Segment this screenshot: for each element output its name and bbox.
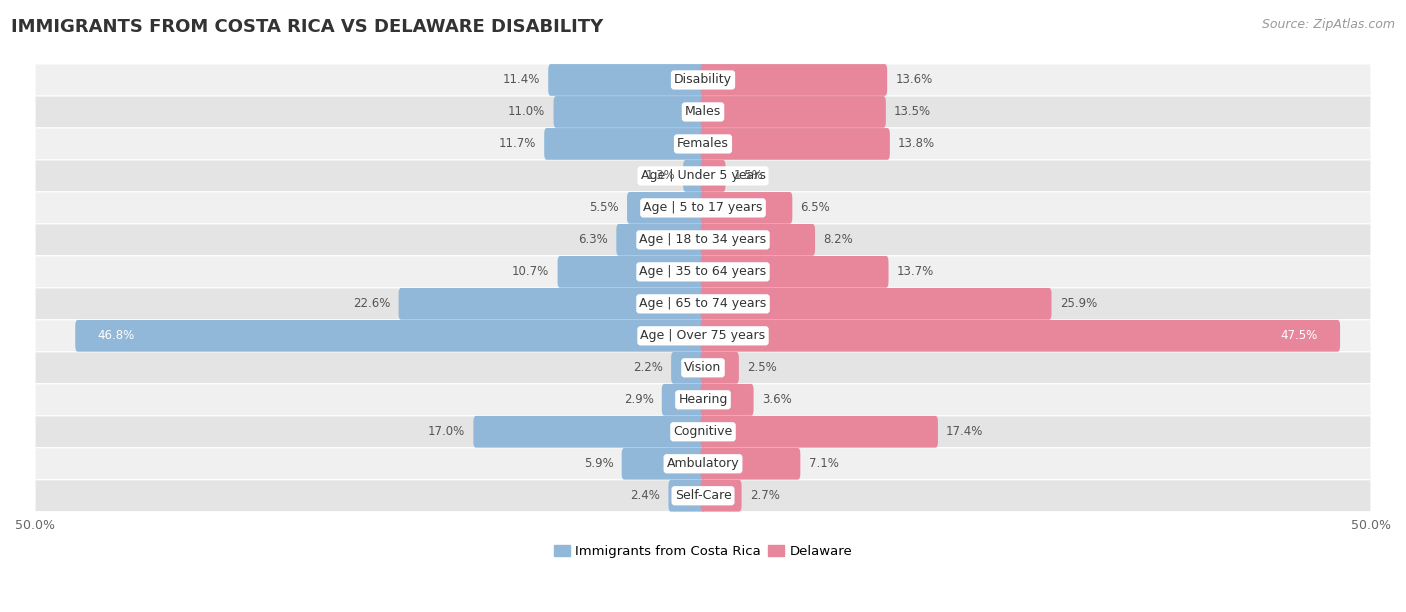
Text: Vision: Vision <box>685 361 721 375</box>
Text: 3.6%: 3.6% <box>762 394 792 406</box>
FancyBboxPatch shape <box>35 416 1371 448</box>
Text: 13.8%: 13.8% <box>898 138 935 151</box>
FancyBboxPatch shape <box>700 128 890 160</box>
Text: Disability: Disability <box>673 73 733 86</box>
FancyBboxPatch shape <box>700 352 740 384</box>
FancyBboxPatch shape <box>700 256 889 288</box>
Text: 1.3%: 1.3% <box>645 170 675 182</box>
FancyBboxPatch shape <box>700 64 887 96</box>
FancyBboxPatch shape <box>627 192 706 224</box>
FancyBboxPatch shape <box>35 448 1371 480</box>
Text: 10.7%: 10.7% <box>512 266 550 278</box>
Text: 17.4%: 17.4% <box>946 425 984 438</box>
FancyBboxPatch shape <box>700 448 800 480</box>
Text: 2.7%: 2.7% <box>749 489 780 502</box>
Text: 6.3%: 6.3% <box>578 233 609 247</box>
Text: 8.2%: 8.2% <box>824 233 853 247</box>
FancyBboxPatch shape <box>35 96 1371 128</box>
Text: 1.5%: 1.5% <box>734 170 763 182</box>
FancyBboxPatch shape <box>548 64 706 96</box>
FancyBboxPatch shape <box>76 320 706 352</box>
Text: 11.7%: 11.7% <box>499 138 536 151</box>
Legend: Immigrants from Costa Rica, Delaware: Immigrants from Costa Rica, Delaware <box>548 540 858 564</box>
Text: 2.4%: 2.4% <box>630 489 661 502</box>
FancyBboxPatch shape <box>671 352 706 384</box>
FancyBboxPatch shape <box>35 320 1371 352</box>
FancyBboxPatch shape <box>398 288 706 319</box>
FancyBboxPatch shape <box>621 448 706 480</box>
FancyBboxPatch shape <box>700 224 815 256</box>
FancyBboxPatch shape <box>35 160 1371 192</box>
FancyBboxPatch shape <box>700 288 1052 319</box>
Text: Age | 35 to 64 years: Age | 35 to 64 years <box>640 266 766 278</box>
Text: 2.5%: 2.5% <box>747 361 778 375</box>
FancyBboxPatch shape <box>683 160 706 192</box>
Text: 2.9%: 2.9% <box>624 394 654 406</box>
Text: Age | Over 75 years: Age | Over 75 years <box>641 329 765 342</box>
Text: Age | 5 to 17 years: Age | 5 to 17 years <box>644 201 762 214</box>
Text: Age | Under 5 years: Age | Under 5 years <box>641 170 765 182</box>
Text: Males: Males <box>685 105 721 119</box>
Text: Age | 65 to 74 years: Age | 65 to 74 years <box>640 297 766 310</box>
Text: Self-Care: Self-Care <box>675 489 731 502</box>
FancyBboxPatch shape <box>700 192 793 224</box>
Text: 22.6%: 22.6% <box>353 297 391 310</box>
FancyBboxPatch shape <box>35 128 1371 160</box>
FancyBboxPatch shape <box>616 224 706 256</box>
FancyBboxPatch shape <box>544 128 706 160</box>
Text: 7.1%: 7.1% <box>808 457 838 470</box>
Text: 11.4%: 11.4% <box>502 73 540 86</box>
FancyBboxPatch shape <box>668 480 706 512</box>
Text: Ambulatory: Ambulatory <box>666 457 740 470</box>
FancyBboxPatch shape <box>35 352 1371 384</box>
Text: 25.9%: 25.9% <box>1060 297 1097 310</box>
Text: 46.8%: 46.8% <box>98 329 135 342</box>
Text: 5.9%: 5.9% <box>583 457 613 470</box>
FancyBboxPatch shape <box>700 160 725 192</box>
FancyBboxPatch shape <box>35 480 1371 512</box>
Text: 17.0%: 17.0% <box>427 425 465 438</box>
Text: 2.2%: 2.2% <box>633 361 662 375</box>
Text: 13.5%: 13.5% <box>894 105 931 119</box>
FancyBboxPatch shape <box>35 256 1371 288</box>
FancyBboxPatch shape <box>35 288 1371 320</box>
FancyBboxPatch shape <box>558 256 706 288</box>
FancyBboxPatch shape <box>35 224 1371 256</box>
FancyBboxPatch shape <box>700 416 938 447</box>
Text: 13.7%: 13.7% <box>897 266 934 278</box>
FancyBboxPatch shape <box>35 192 1371 224</box>
Text: Cognitive: Cognitive <box>673 425 733 438</box>
FancyBboxPatch shape <box>700 320 1340 352</box>
FancyBboxPatch shape <box>35 384 1371 416</box>
Text: 11.0%: 11.0% <box>508 105 546 119</box>
FancyBboxPatch shape <box>700 480 741 512</box>
Text: Hearing: Hearing <box>678 394 728 406</box>
Text: IMMIGRANTS FROM COSTA RICA VS DELAWARE DISABILITY: IMMIGRANTS FROM COSTA RICA VS DELAWARE D… <box>11 18 603 36</box>
Text: 47.5%: 47.5% <box>1281 329 1317 342</box>
Text: Source: ZipAtlas.com: Source: ZipAtlas.com <box>1261 18 1395 31</box>
Text: Females: Females <box>678 138 728 151</box>
FancyBboxPatch shape <box>554 96 706 128</box>
Text: Age | 18 to 34 years: Age | 18 to 34 years <box>640 233 766 247</box>
FancyBboxPatch shape <box>700 384 754 416</box>
FancyBboxPatch shape <box>474 416 706 447</box>
Text: 6.5%: 6.5% <box>800 201 831 214</box>
FancyBboxPatch shape <box>662 384 706 416</box>
FancyBboxPatch shape <box>700 96 886 128</box>
Text: 13.6%: 13.6% <box>896 73 932 86</box>
FancyBboxPatch shape <box>35 64 1371 96</box>
Text: 5.5%: 5.5% <box>589 201 619 214</box>
